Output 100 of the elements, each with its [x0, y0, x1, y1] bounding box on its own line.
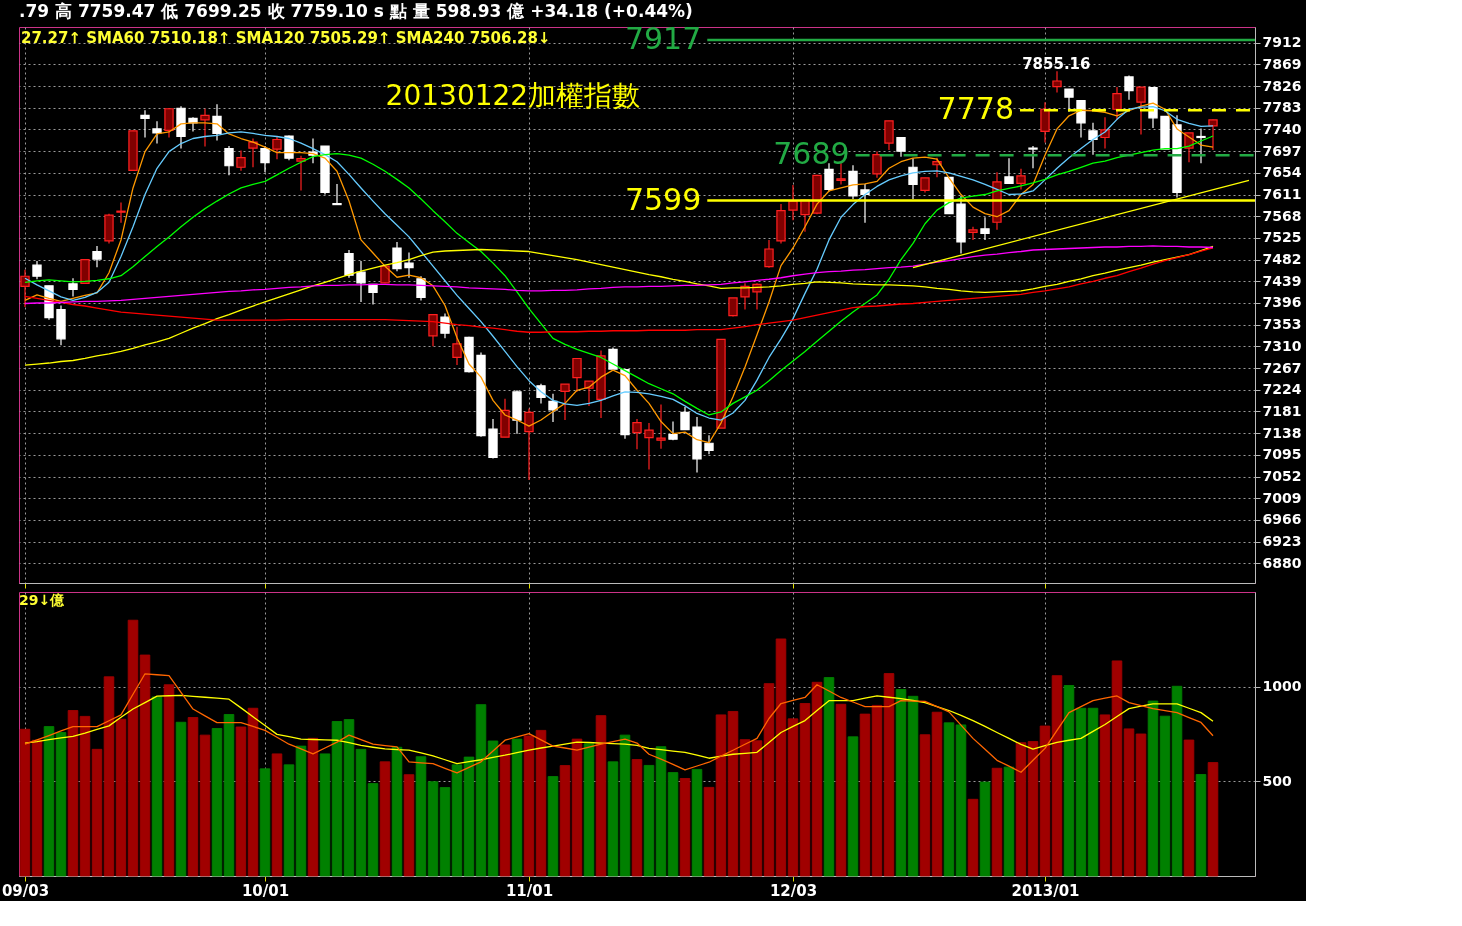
candlestick	[92, 245, 102, 268]
y-tick-label: 7353	[1262, 316, 1302, 333]
bar	[103, 676, 115, 877]
y-tick-label: 7181	[1262, 402, 1302, 419]
bar	[703, 786, 715, 877]
bar	[1075, 707, 1087, 877]
candlestick	[440, 312, 450, 339]
candlestick	[1028, 145, 1038, 169]
bar	[43, 726, 55, 877]
candlestick	[572, 357, 582, 393]
bar	[595, 715, 607, 877]
y-tick-label: 7783	[1262, 99, 1302, 116]
bar	[1039, 725, 1051, 877]
bar	[223, 714, 235, 877]
candlestick	[116, 201, 126, 224]
bar	[211, 728, 223, 877]
bar	[1087, 707, 1099, 877]
candlestick	[656, 403, 666, 450]
candlestick	[272, 135, 282, 160]
bar	[1111, 660, 1123, 877]
candlestick	[344, 249, 354, 279]
bar	[19, 728, 31, 877]
bar	[919, 734, 931, 877]
bar	[367, 783, 379, 877]
candlestick	[740, 282, 750, 311]
candlestick	[524, 407, 534, 481]
annotation: 29↓億	[19, 592, 66, 608]
y-tick-label: 7740	[1262, 120, 1302, 137]
candlestick	[212, 103, 222, 142]
bar	[763, 683, 775, 877]
chart-title: .79 高 7759.47 低 7699.25 收 7759.10 s 點 量 598.93 億 +34.18 (+0.44%)	[19, 1, 693, 22]
candlestick	[704, 434, 714, 455]
bar	[835, 703, 847, 877]
bar	[1171, 685, 1183, 877]
bar	[1015, 742, 1027, 877]
x-tick-label: 12/03	[769, 881, 818, 900]
bar	[571, 738, 583, 877]
ref-line-label: 7599	[624, 181, 702, 217]
bar	[295, 745, 307, 877]
ref-line-label: 7917	[624, 21, 702, 57]
y-tick-label: 7611	[1262, 186, 1302, 203]
y-tick-label: 7138	[1262, 424, 1302, 441]
bar	[67, 710, 79, 877]
candlestick	[392, 241, 402, 272]
bar	[259, 768, 271, 877]
y-tick-label: 7095	[1262, 446, 1302, 463]
bar	[1159, 715, 1171, 877]
bar	[655, 746, 667, 877]
bar	[151, 696, 163, 877]
y-tick-label: 7869	[1262, 55, 1302, 72]
bar	[343, 719, 355, 877]
candlestick	[872, 151, 882, 179]
candlestick	[632, 418, 642, 450]
candlestick	[644, 422, 654, 471]
candlestick	[860, 183, 870, 224]
candlestick	[752, 282, 762, 311]
y-tick-label: 7525	[1262, 229, 1302, 246]
bar	[931, 711, 943, 877]
ref-line-label: 7778	[937, 91, 1014, 127]
candlestick	[884, 120, 894, 151]
candlestick	[764, 239, 774, 269]
bar	[319, 753, 331, 877]
y-tick-label: 1000	[1262, 678, 1302, 695]
candlestick	[908, 157, 918, 200]
candlestick	[824, 162, 834, 193]
bar	[679, 777, 691, 877]
bar	[187, 717, 199, 877]
bar	[727, 710, 739, 877]
y-tick-label: 7267	[1262, 359, 1302, 376]
candlestick	[728, 297, 738, 318]
y-tick-label: 7009	[1262, 489, 1302, 506]
bar	[511, 738, 523, 877]
bar	[667, 772, 679, 877]
bar	[1135, 733, 1147, 877]
x-tick-label: 10/01	[241, 881, 290, 900]
y-tick-label: 7224	[1262, 381, 1302, 398]
bar	[79, 715, 91, 877]
bar	[895, 689, 907, 877]
y-tick-label: 7052	[1262, 468, 1302, 485]
candlestick	[20, 269, 30, 308]
bar	[355, 748, 367, 877]
bar	[943, 722, 955, 877]
ref-line-label: 7689	[773, 136, 850, 172]
bar	[1051, 675, 1063, 877]
bar	[967, 798, 979, 877]
bar	[127, 619, 139, 877]
candlestick	[896, 136, 906, 158]
y-tick-label: 6923	[1262, 533, 1302, 550]
candlestick	[608, 346, 618, 370]
bar	[247, 707, 259, 877]
candlestick	[1016, 168, 1026, 191]
bar	[619, 734, 631, 877]
bar	[1195, 774, 1207, 877]
candlestick	[68, 277, 78, 298]
bar	[487, 740, 499, 877]
y-tick-label: 7697	[1262, 142, 1302, 159]
candlestick	[260, 145, 270, 173]
y-tick-label: 7912	[1262, 34, 1302, 51]
bar	[583, 743, 595, 877]
bar	[535, 729, 547, 877]
